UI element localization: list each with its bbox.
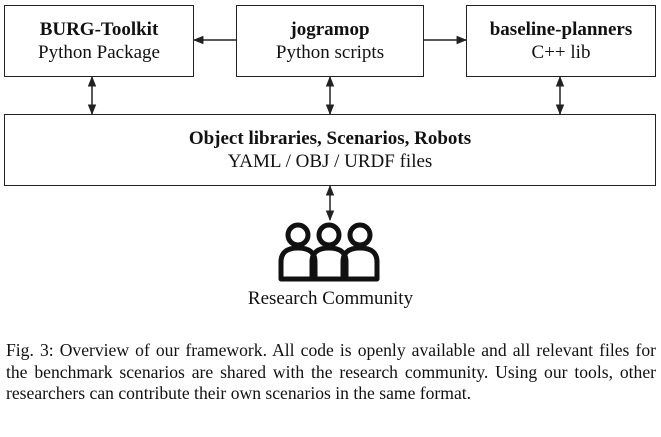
jogramop-box: jogramop Python scripts: [236, 5, 424, 77]
burg-toolkit-subtitle: Python Package: [38, 42, 160, 63]
burg-toolkit-box: BURG-Toolkit Python Package: [4, 5, 194, 77]
people-group-icon: [278, 222, 380, 282]
jogramop-subtitle: Python scripts: [275, 42, 385, 63]
jogramop-title: jogramop: [290, 19, 370, 40]
burg-toolkit-title: BURG-Toolkit: [39, 19, 159, 40]
research-community-label: Research Community: [247, 288, 414, 309]
object-libraries-title: Object libraries, Scenarios, Robots: [188, 128, 472, 149]
object-libraries-box: Object libraries, Scenarios, Robots YAML…: [4, 114, 656, 186]
baseline-planners-box: baseline-planners C++ lib: [466, 5, 656, 77]
baseline-planners-title: baseline-planners: [489, 19, 633, 40]
figure-caption: Fig. 3: Overview of our framework. All c…: [6, 340, 656, 403]
object-libraries-subtitle: YAML / OBJ / URDF files: [227, 151, 433, 172]
baseline-planners-subtitle: C++ lib: [531, 42, 591, 63]
